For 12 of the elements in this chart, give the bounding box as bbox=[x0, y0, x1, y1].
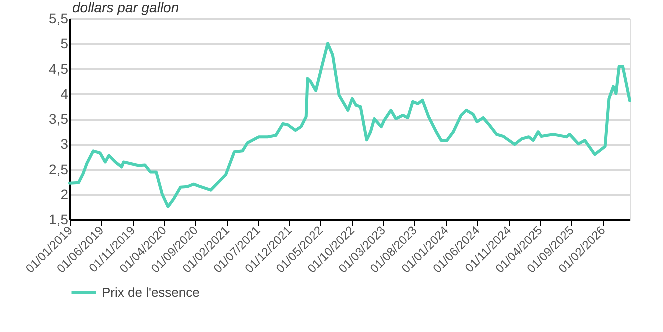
y-tick-label: 2 bbox=[60, 186, 69, 202]
y-tick-label: 5,5 bbox=[49, 10, 69, 26]
y-tick-label: 3,5 bbox=[49, 111, 69, 127]
y-tick-label: 2,5 bbox=[49, 161, 69, 178]
y-axis-title: dollars par gallon bbox=[72, 0, 180, 16]
y-tick-label: 4,5 bbox=[49, 60, 69, 77]
legend-label: Prix de l'essence bbox=[102, 285, 200, 300]
y-tick-label: 3 bbox=[60, 136, 69, 152]
y-tick-label: 5 bbox=[60, 36, 69, 52]
y-tick-label: 4 bbox=[60, 86, 69, 102]
y-tick-label: 1,5 bbox=[49, 212, 69, 228]
line-series bbox=[68, 42, 632, 208]
